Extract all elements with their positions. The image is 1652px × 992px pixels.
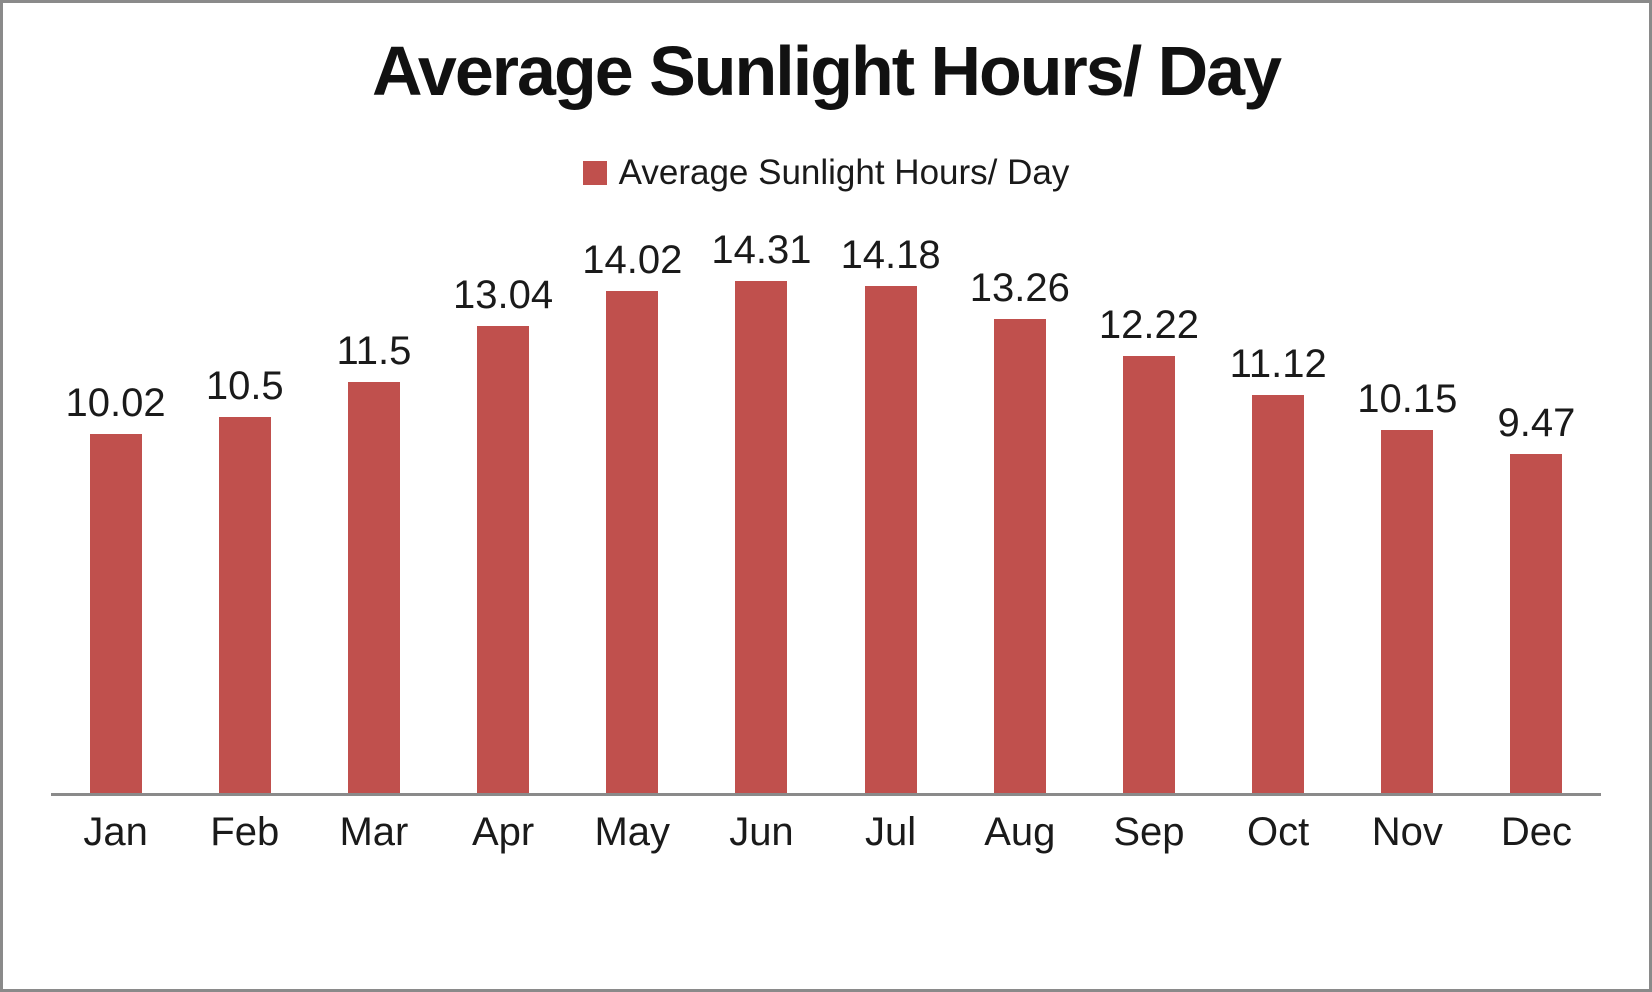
bar-value-label: 10.02 [65, 380, 166, 425]
bar-value-label: 14.02 [582, 237, 683, 282]
legend-label: Average Sunlight Hours/ Day [618, 153, 1070, 192]
x-axis-line [51, 792, 1601, 796]
x-axis-tick-label: Jul [865, 809, 917, 854]
bar-column: 13.26 [955, 268, 1084, 793]
bar [864, 285, 917, 793]
bar [347, 381, 400, 793]
bar-value-label: 10.15 [1357, 376, 1458, 421]
bar-value-label: 9.47 [1497, 400, 1576, 445]
x-axis-tick-label: Oct [1247, 809, 1310, 854]
bar [606, 290, 659, 793]
bar [89, 433, 142, 793]
bar-value-label: 12.22 [1098, 302, 1200, 347]
bar-column: 11.12 [1214, 344, 1343, 793]
bar-column: 12.22 [1084, 305, 1213, 793]
bar [1252, 394, 1305, 793]
bar [1510, 453, 1563, 793]
legend: Average Sunlight Hours/ Day [3, 153, 1649, 193]
plot-area: 10.02 10.5 11.5 13.04 14.02 14.31 14.18 13.26 12… [51, 215, 1601, 793]
bar-column: 14.31 [697, 230, 826, 793]
x-axis-tick-label: Apr [471, 809, 535, 854]
bar [218, 416, 271, 793]
x-axis-tick-label: Jan [83, 809, 148, 854]
bar-value-label: 13.04 [453, 272, 554, 317]
bar-value-label: 11.12 [1229, 341, 1327, 386]
bar [1381, 429, 1434, 793]
bar-column: 9.47 [1472, 403, 1601, 793]
x-axis-tick-label: Sep [1113, 809, 1185, 854]
bar-value-label: 10.5 [205, 363, 284, 408]
bar-value-label: 14.31 [711, 227, 812, 272]
chart-title: Average Sunlight Hours/ Day [371, 32, 1282, 110]
bar [735, 280, 788, 793]
bar-column: 14.18 [826, 235, 955, 793]
bar [1122, 355, 1175, 793]
bar-column: 13.04 [439, 275, 568, 793]
bar-value-label: 13.26 [969, 265, 1070, 310]
bar-column: 10.5 [180, 366, 309, 793]
x-axis-labels: Jan Feb Mar Apr May Jun Jul Aug Sep Oct Nov Dec [51, 812, 1601, 852]
bar-column: 14.02 [568, 240, 697, 793]
legend-swatch-icon [582, 160, 607, 185]
bar-column: 10.15 [1343, 379, 1472, 793]
bar-value-label: 14.18 [840, 232, 941, 277]
x-axis-tick-label: Mar [339, 809, 409, 854]
bar-column: 10.02 [51, 383, 180, 793]
x-axis-tick-label: Nov [1371, 809, 1443, 854]
x-axis-tick-label: Feb [210, 809, 280, 854]
x-axis-tick-label: Aug [984, 809, 1056, 854]
bar [477, 325, 530, 793]
bar [993, 318, 1046, 793]
bar-column: 11.5 [309, 331, 438, 793]
bar-value-label: 11.5 [336, 328, 412, 373]
x-axis-tick-label: Jun [729, 809, 794, 854]
x-axis-tick-label: Dec [1500, 809, 1573, 854]
x-axis-tick-label: May [594, 809, 671, 854]
